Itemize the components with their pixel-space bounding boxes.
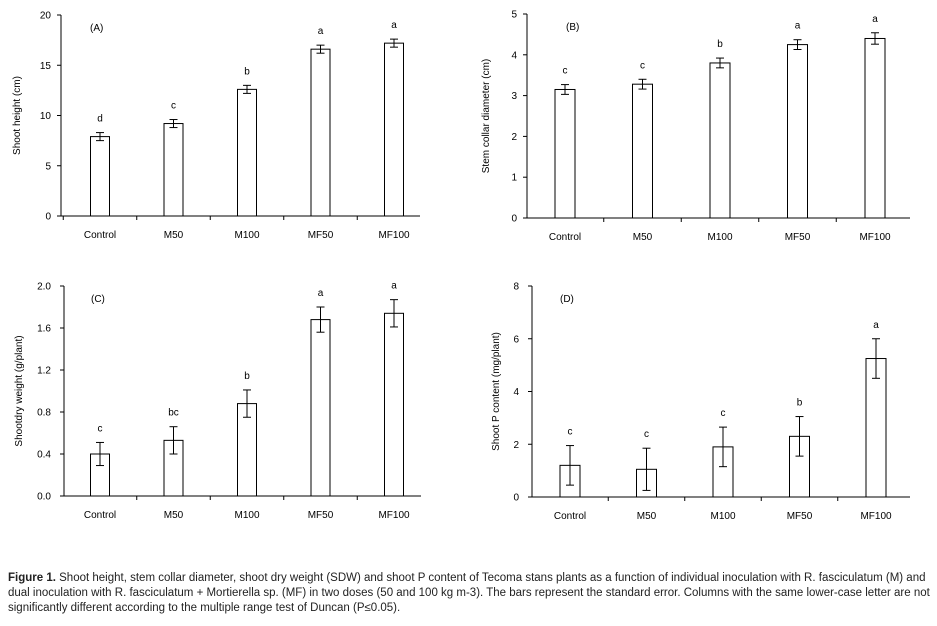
significance-letter: bc (168, 408, 179, 419)
y-tick-label: 1.2 (37, 366, 51, 377)
significance-letter: c (171, 101, 176, 112)
x-tick-label: MF50 (308, 230, 334, 241)
x-tick-label: M100 (234, 510, 259, 521)
panel-label: (C) (91, 294, 105, 305)
x-tick-label: M50 (633, 232, 653, 243)
y-tick-label: 3 (511, 91, 517, 102)
significance-letter: b (797, 398, 803, 409)
y-tick-label: 10 (40, 111, 52, 122)
significance-letter: a (795, 21, 801, 32)
significance-letter: a (318, 288, 324, 299)
significance-letter: a (391, 20, 397, 31)
significance-letter: c (98, 423, 103, 434)
caption-text: Shoot height, stem collar diameter, shoo… (8, 572, 930, 614)
caption-label: Figure 1. (8, 572, 56, 584)
bar (90, 136, 110, 217)
y-tick-label: 8 (513, 282, 519, 293)
significance-letter: c (721, 408, 726, 419)
x-tick-label: M50 (164, 230, 184, 241)
significance-letter: c (568, 427, 573, 438)
y-axis-label: Stem collar diameter (cm) (481, 59, 492, 173)
panel-label: (A) (90, 23, 103, 34)
y-axis-label: Shoot P content (mg/plant) (491, 332, 502, 451)
y-tick-label: 1.6 (37, 324, 51, 335)
bar (310, 48, 331, 217)
y-tick-label: 15 (40, 61, 52, 72)
y-tick-label: 4 (511, 50, 517, 61)
x-tick-label: MF100 (860, 511, 892, 522)
figure-panels: 05101520dControlcM50bM100aMF50aMF100(A)S… (12, 10, 910, 522)
x-tick-label: M100 (234, 230, 259, 241)
significance-letter: c (644, 429, 649, 440)
x-tick-label: MF50 (785, 232, 811, 243)
significance-letter: a (872, 14, 878, 25)
figure-caption: Figure 1. Shoot height, stem collar diam… (8, 571, 932, 616)
y-axis-label: Shootdry weight (g/plant) (14, 335, 25, 446)
panel-label: (D) (560, 294, 574, 305)
bar (709, 62, 731, 219)
significance-letter: d (97, 114, 103, 125)
chart-panel-2: 0.0 0.4 0.8 1.2 1.6 2.0 c Control bc M50 b M100 a MF5… (14, 281, 421, 521)
y-tick-label: 0.4 (37, 450, 51, 461)
chart-panel-0: 0 5 10 15 20 d Control c M50 b M100 a MF50 a MF100 (A) S… (12, 11, 420, 241)
y-tick-label: 0 (45, 212, 51, 223)
x-tick-label: MF50 (308, 510, 334, 521)
y-tick-label: 0.0 (37, 492, 51, 503)
y-tick-label: 6 (513, 334, 519, 345)
bar (310, 319, 331, 497)
x-tick-label: MF100 (378, 510, 410, 521)
bar (864, 37, 886, 219)
significance-letter: c (640, 60, 645, 71)
panel-label: (B) (566, 22, 579, 33)
x-tick-label: MF100 (859, 232, 891, 243)
significance-letter: a (318, 26, 324, 37)
y-tick-label: 0.8 (37, 408, 51, 419)
chart-panel-3: 0 2 4 6 8 c Control c M50 c M100 b MF50 a MF100 (D) Shoo… (491, 282, 910, 522)
y-tick-label: 1 (511, 173, 517, 184)
y-tick-label: 5 (511, 10, 517, 21)
x-tick-label: M50 (637, 511, 657, 522)
significance-letter: b (244, 66, 250, 77)
x-tick-label: M100 (707, 232, 732, 243)
bar (384, 42, 404, 217)
significance-letter: c (563, 66, 568, 77)
significance-letter: a (391, 281, 397, 292)
x-tick-label: MF50 (787, 511, 813, 522)
significance-letter: a (873, 320, 879, 331)
x-tick-label: Control (84, 230, 116, 241)
significance-letter: b (244, 371, 250, 382)
x-tick-label: M100 (710, 511, 735, 522)
y-tick-label: 2 (513, 440, 519, 451)
bar (554, 88, 576, 219)
x-tick-label: MF100 (378, 230, 410, 241)
chart-panel-1: 0 1 2 3 4 5 c Control c M50 b M100 a MF50 a MF100 (B) Ste… (481, 10, 910, 243)
y-axis-label: Shoot height (cm) (12, 76, 23, 155)
y-tick-label: 2 (511, 132, 517, 143)
significance-letter: b (717, 39, 723, 50)
bar (787, 44, 808, 219)
y-tick-label: 0 (513, 493, 519, 504)
y-tick-label: 5 (45, 161, 51, 172)
y-tick-label: 4 (513, 387, 519, 398)
x-tick-label: M50 (164, 510, 184, 521)
bar (163, 123, 184, 217)
bar (384, 312, 404, 497)
y-tick-label: 2.0 (37, 282, 51, 293)
y-tick-label: 20 (40, 11, 52, 22)
x-tick-label: Control (554, 511, 586, 522)
bar (865, 358, 887, 498)
x-tick-label: Control (549, 232, 581, 243)
y-tick-label: 0 (511, 214, 517, 225)
bar (237, 88, 257, 217)
bar (632, 83, 653, 219)
x-tick-label: Control (84, 510, 116, 521)
